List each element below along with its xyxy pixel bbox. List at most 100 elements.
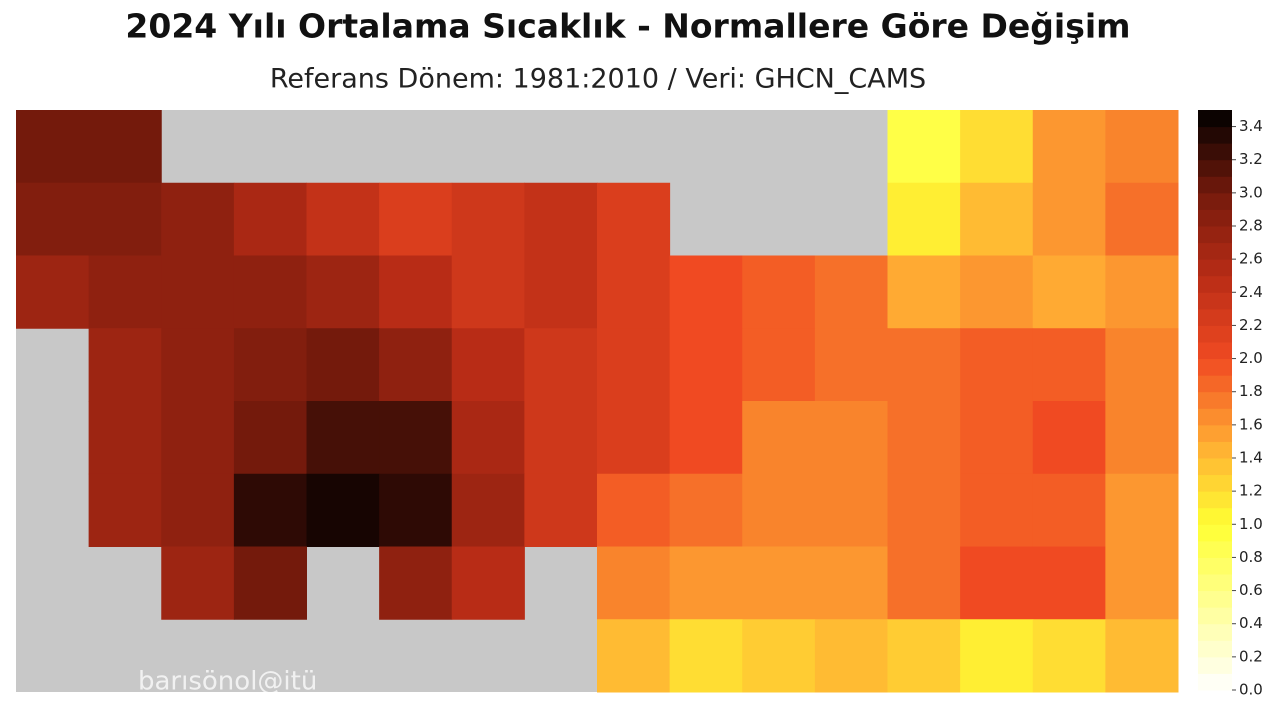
grid-cell [524,401,598,475]
colorbar-band [1198,540,1232,558]
grid-cell [887,255,961,329]
grid-cell [88,328,162,402]
colorbar-band [1198,673,1232,691]
grid-cell [451,255,525,329]
grid-cell [379,182,453,256]
colorbar-band [1198,110,1232,128]
grid-cell [887,619,961,693]
colorbar-band [1198,408,1232,426]
grid-cell [1032,546,1106,620]
watermark: barısönol@itü [138,667,317,697]
grid-cell [1105,328,1179,402]
grid-cell [306,328,380,402]
grid-cell [960,473,1034,547]
colorbar-tick-label: 3.0 [1239,183,1263,201]
grid-cell [1032,473,1106,547]
colorbar-band [1198,159,1232,177]
grid-cell [960,255,1034,329]
grid-cell [451,328,525,402]
grid-cell [451,473,525,547]
grid-cell [1105,110,1179,184]
colorbar-band [1198,441,1232,459]
colorbar-band [1198,342,1232,360]
colorbar-band [1198,176,1232,194]
grid-cell [1105,182,1179,256]
colorbar-tick-label: 1.2 [1239,482,1263,500]
grid-cell [161,546,235,620]
grid-cell [524,255,598,329]
grid-cell [742,255,816,329]
colorbar-band [1198,275,1232,293]
colorbar-band [1198,640,1232,658]
colorbar-band [1198,574,1232,592]
colorbar-band [1198,557,1232,575]
grid-cell [960,619,1034,693]
colorbar-tick-label: 1.6 [1239,415,1263,433]
grid-cell [960,546,1034,620]
colorbar-band [1198,474,1232,492]
grid-cell [379,473,453,547]
grid-cell [814,328,888,402]
chart-title: 2024 Yılı Ortalama Sıcaklık - Normallere… [125,7,1130,46]
grid-cell [88,110,162,184]
grid-cell [161,328,235,402]
colorbar-band [1198,391,1232,409]
grid-cell [524,182,598,256]
grid-cell [16,182,90,256]
grid-cell [1032,401,1106,475]
grid-cell [597,546,671,620]
grid-cell [742,546,816,620]
grid-cell [814,255,888,329]
colorbar-band [1198,292,1232,310]
grid-cell [88,401,162,475]
colorbar-band [1198,358,1232,376]
grid-cell [379,546,453,620]
colorbar-tick-label: 2.0 [1239,349,1263,367]
grid-cell [814,473,888,547]
grid-cell [669,255,743,329]
grid-cell [88,473,162,547]
colorbar-tick-label: 2.2 [1239,316,1263,334]
grid-cell [1105,255,1179,329]
grid-cell [88,255,162,329]
grid-cell [597,255,671,329]
colorbar-tick-label: 2.4 [1239,283,1263,301]
colorbar-tick-label: 0.2 [1239,647,1263,665]
grid-cell [1105,619,1179,693]
colorbar-tick-label: 0.6 [1239,581,1263,599]
grid-cell [887,328,961,402]
grid-cell [669,328,743,402]
grid-cell [597,401,671,475]
grid-cell [1032,255,1106,329]
grid-cell [669,473,743,547]
grid-cell [233,546,307,620]
grid-cell [1032,328,1106,402]
grid-cell [887,473,961,547]
grid-cell [814,401,888,475]
grid-cell [233,328,307,402]
grid-cell [1105,401,1179,475]
colorbar-tick-label: 1.8 [1239,382,1263,400]
grid-cell [960,328,1034,402]
grid-cell [306,182,380,256]
grid-cell [960,110,1034,184]
colorbar-band [1198,126,1232,144]
grid-cell [669,546,743,620]
grid-cell [1032,619,1106,693]
colorbar-band [1198,424,1232,442]
grid-cell [88,182,162,256]
grid-cell [597,182,671,256]
grid-cell [597,473,671,547]
grid-cell [1032,182,1106,256]
colorbar-band [1198,507,1232,525]
grid-cell [306,473,380,547]
grid-cell [1105,473,1179,547]
grid-cell [960,182,1034,256]
colorbar-band [1198,192,1232,210]
colorbar: 0.0 0.2 0.4 0.6 0.8 1.0 1.2 1.4 1.6 1.8 2.0 2.2 2.4 2… [1198,110,1263,699]
grid-cell [233,473,307,547]
colorbar-tick-label: 0.8 [1239,548,1263,566]
colorbar-tick-label: 0.0 [1239,681,1263,699]
grid-cell [814,546,888,620]
